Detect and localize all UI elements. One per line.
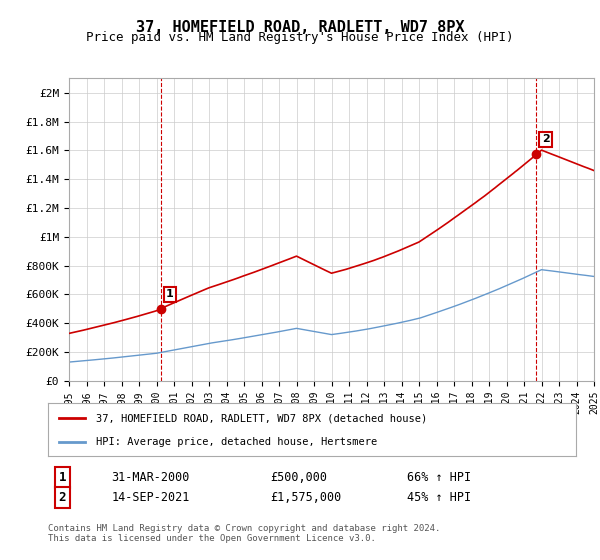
Text: 31-MAR-2000: 31-MAR-2000 <box>112 471 190 484</box>
Text: 37, HOMEFIELD ROAD, RADLETT, WD7 8PX (detached house): 37, HOMEFIELD ROAD, RADLETT, WD7 8PX (de… <box>95 413 427 423</box>
Text: HPI: Average price, detached house, Hertsmere: HPI: Average price, detached house, Hert… <box>95 436 377 446</box>
Text: 66% ↑ HPI: 66% ↑ HPI <box>407 471 471 484</box>
Text: 37, HOMEFIELD ROAD, RADLETT, WD7 8PX: 37, HOMEFIELD ROAD, RADLETT, WD7 8PX <box>136 20 464 35</box>
Text: Contains HM Land Registry data © Crown copyright and database right 2024.
This d: Contains HM Land Registry data © Crown c… <box>48 524 440 543</box>
Text: 1: 1 <box>166 290 174 299</box>
Text: 2: 2 <box>59 491 66 504</box>
Text: 2: 2 <box>542 134 550 144</box>
Text: 14-SEP-2021: 14-SEP-2021 <box>112 491 190 504</box>
Text: Price paid vs. HM Land Registry's House Price Index (HPI): Price paid vs. HM Land Registry's House … <box>86 31 514 44</box>
Text: 1: 1 <box>59 471 66 484</box>
Text: £500,000: £500,000 <box>270 471 327 484</box>
Text: £1,575,000: £1,575,000 <box>270 491 341 504</box>
Text: 45% ↑ HPI: 45% ↑ HPI <box>407 491 471 504</box>
